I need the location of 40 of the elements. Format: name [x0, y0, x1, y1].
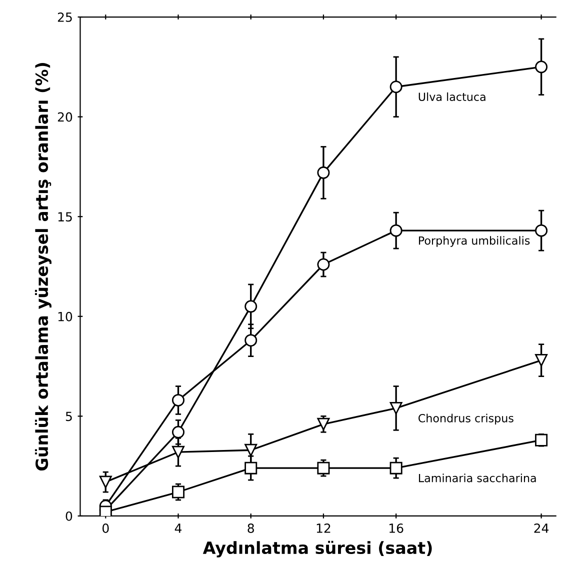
series-label: Chondrus crispus [418, 414, 514, 425]
point [317, 166, 330, 179]
point [172, 394, 184, 406]
point [390, 402, 402, 414]
point [535, 224, 548, 237]
point [390, 80, 402, 94]
point [535, 354, 548, 367]
x-tick-label: 24 [534, 523, 549, 533]
x-tick-label: 12 [316, 523, 330, 533]
series-label: Ulva lactuca [418, 92, 486, 102]
point [390, 462, 402, 474]
y-tick-label: 15 [58, 212, 72, 222]
point [99, 506, 112, 516]
y-axis-title: Günlük ortalama yüzeysel artış oranları (%) [34, 63, 52, 471]
y-tick-label: 0 [66, 511, 72, 521]
y-tick-label: 25 [58, 12, 72, 22]
y-tick-label: 10 [58, 312, 72, 322]
series-label: Laminaria saccharina [418, 474, 536, 482]
point [535, 60, 548, 74]
y-tick-label: 20 [58, 112, 72, 122]
point [244, 300, 258, 313]
x-tick-label: 8 [248, 523, 254, 533]
point [244, 444, 258, 456]
point [390, 224, 402, 237]
y-tick-label: 5 [66, 412, 72, 422]
point [317, 418, 330, 430]
point [317, 258, 330, 271]
x-tick-label: 4 [174, 524, 182, 533]
x-axis-title: Aydınlatma süresi (saat) [202, 540, 432, 558]
series-label: Porphyra umbilicalis [418, 236, 530, 247]
x-tick-label: 0 [102, 523, 109, 533]
point [535, 434, 548, 446]
point [172, 446, 184, 458]
point [317, 462, 330, 474]
x-tick-label: 16 [389, 523, 404, 533]
point [244, 462, 258, 474]
point [99, 476, 112, 488]
point [172, 426, 184, 438]
point [172, 486, 184, 498]
point [244, 334, 258, 347]
